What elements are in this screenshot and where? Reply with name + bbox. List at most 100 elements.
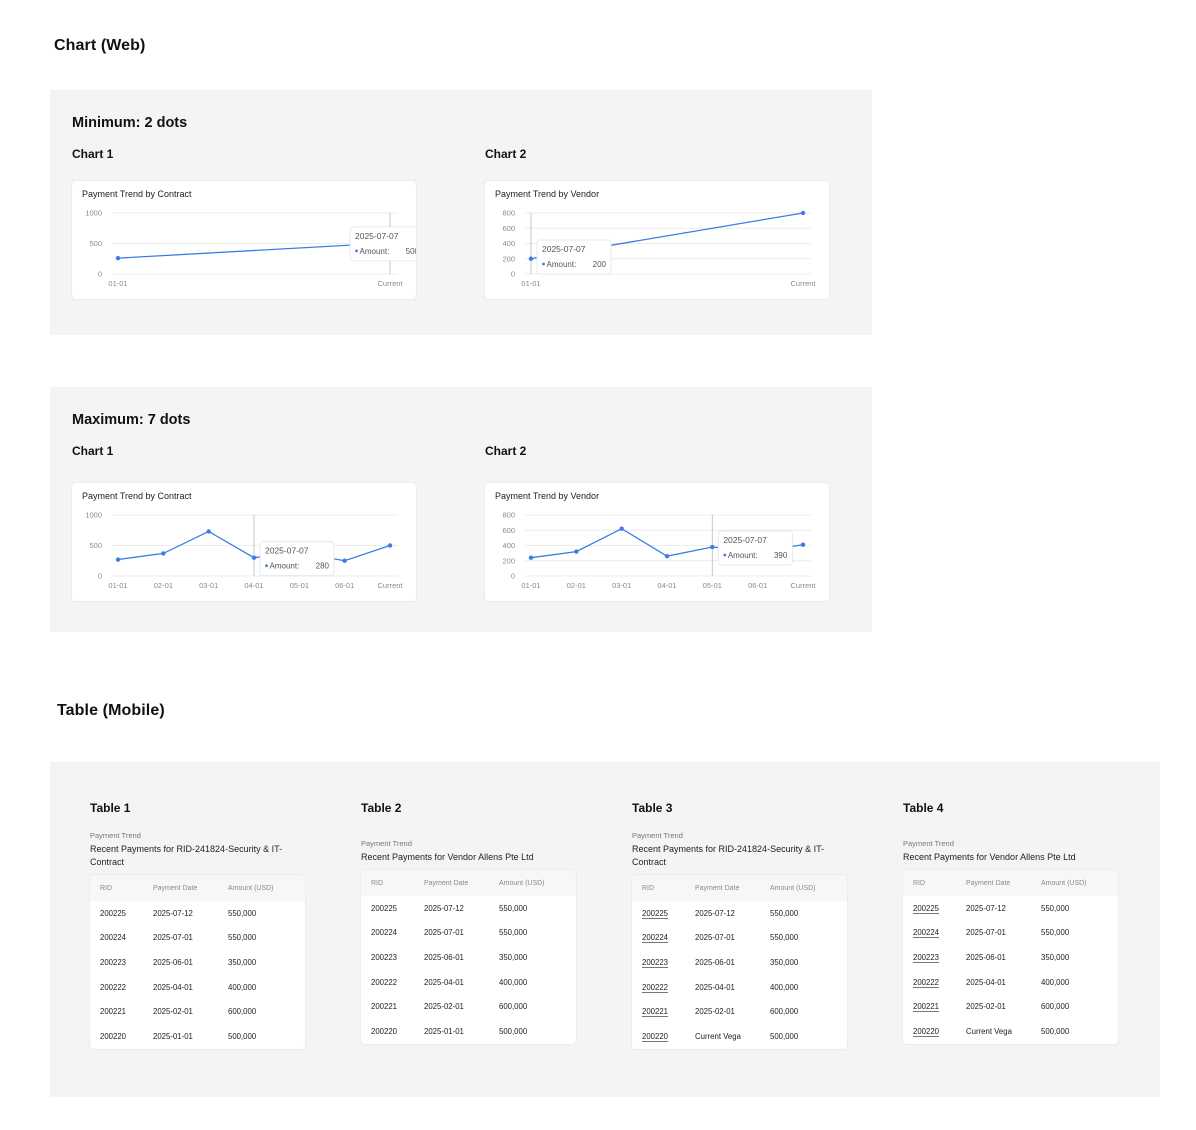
payment-date-cell: 2025-01-01 xyxy=(424,1026,464,1036)
table-row: 200223 2025-06-01 350,000 xyxy=(632,950,847,975)
min-dots-panel: Minimum: 2 dots Chart 1 Chart 2 Payment … xyxy=(50,90,872,335)
x-tick-label: Current xyxy=(377,581,403,590)
rid-link[interactable]: 200224 xyxy=(632,933,695,942)
column-header: Payment Date xyxy=(424,879,469,887)
rid-text: 200222 xyxy=(100,982,127,992)
table-header-row: RID Payment Date Amount (USD) xyxy=(903,870,1118,896)
amount-cell: 400,000 xyxy=(770,982,799,992)
x-tick-label: Current xyxy=(790,581,816,590)
panel-heading: Maximum: 7 dots xyxy=(72,412,191,428)
rid-text[interactable]: 200221 xyxy=(642,1007,669,1017)
rid-link[interactable]: 200222 xyxy=(632,983,695,992)
payment-date-cell: 2025-06-01 xyxy=(424,952,464,962)
rid-link[interactable]: 200225 xyxy=(632,909,695,918)
rid-link[interactable]: 200222 xyxy=(903,978,966,987)
x-tick-label: 04-01 xyxy=(244,581,263,590)
amount-cell: 350,000 xyxy=(499,952,528,962)
max-dots-panel: Maximum: 7 dots Chart 1 Chart 2 Payment … xyxy=(50,387,872,632)
table-label: Table 4 xyxy=(903,801,944,815)
rid-text[interactable]: 200225 xyxy=(642,908,669,918)
line-chart: Payment Trend by Vendor 0 200 400 600 800 01-0… xyxy=(495,491,816,590)
y-tick-label: 800 xyxy=(502,511,515,520)
rid-text[interactable]: 200220 xyxy=(642,1031,669,1041)
amount-cell: 550,000 xyxy=(1041,903,1070,913)
rid-text: 200221 xyxy=(100,1007,127,1017)
rid-link[interactable]: 200221 xyxy=(632,1007,695,1016)
tooltip-dot xyxy=(723,553,727,557)
payments-table: RID Payment Date Amount (USD) 200225 2025-07… xyxy=(90,875,305,1049)
table-row: 200220 2025-01-01 500,000 xyxy=(361,1019,576,1044)
rid-text[interactable]: 200223 xyxy=(642,957,669,967)
rid-link[interactable]: 200225 xyxy=(903,904,966,913)
amount-cell: 400,000 xyxy=(1041,977,1070,987)
chart-label: Chart 1 xyxy=(72,147,114,161)
rid-text: 200220 xyxy=(100,1031,127,1041)
payment-date-cell: 2025-06-01 xyxy=(695,957,735,967)
chart-title: Payment Trend by Contract xyxy=(82,491,192,501)
table-row: 200225 2025-07-12 550,000 xyxy=(361,896,576,921)
table-section-title: Table (Mobile) xyxy=(57,702,165,719)
amount-cell: 550,000 xyxy=(770,908,799,918)
rid-text[interactable]: 200223 xyxy=(913,952,940,962)
data-point xyxy=(251,555,257,560)
rid-link[interactable]: 200220 xyxy=(903,1027,966,1036)
y-tick-label: 500 xyxy=(89,541,102,550)
rid-text[interactable]: 200224 xyxy=(642,933,669,943)
payment-date-cell: 2025-02-01 xyxy=(966,1002,1006,1012)
x-tick-label: 03-01 xyxy=(199,581,218,590)
chart-label: Chart 2 xyxy=(485,147,527,161)
rid-cell: 200220 xyxy=(90,1032,153,1041)
payment-date-cell: 2025-07-12 xyxy=(153,908,193,918)
table-row: 200224 2025-07-01 550,000 xyxy=(361,921,576,946)
amount-cell: 400,000 xyxy=(228,982,257,992)
tooltip-label: Amount: xyxy=(270,562,300,571)
amount-cell: 600,000 xyxy=(1041,1002,1070,1012)
payments-table: RID Payment Date Amount (USD) 200225 2025-07… xyxy=(361,870,576,1044)
rid-text[interactable]: 200220 xyxy=(913,1026,940,1036)
x-tick-label: 01-01 xyxy=(521,581,540,590)
chart-title: Payment Trend by Contract xyxy=(82,189,192,199)
column-header: Payment Date xyxy=(695,884,740,892)
tooltip-value: 500 xyxy=(406,247,416,256)
data-point xyxy=(342,558,347,563)
rid-link[interactable]: 200223 xyxy=(632,958,695,967)
amount-cell: 500,000 xyxy=(499,1026,528,1036)
tooltip-value: 200 xyxy=(593,260,607,269)
tooltip-box xyxy=(259,541,335,577)
x-tick-label: Current xyxy=(790,279,816,288)
rid-text[interactable]: 200222 xyxy=(913,977,940,987)
payment-date-cell: 2025-04-01 xyxy=(695,982,735,992)
table-block: Table 4 Payment Trend Recent Payments for … xyxy=(903,801,1118,1044)
amount-cell: 550,000 xyxy=(499,903,528,913)
chart-label: Chart 2 xyxy=(485,444,527,458)
rid-text[interactable]: 200221 xyxy=(913,1002,940,1012)
rid-link[interactable]: 200220 xyxy=(632,1032,695,1041)
amount-cell: 550,000 xyxy=(228,908,257,918)
amount-cell: 550,000 xyxy=(228,933,257,943)
tooltip: 2025-07-07 Amount: 500 xyxy=(349,226,416,262)
rid-text[interactable]: 200222 xyxy=(642,982,669,992)
y-tick-label: 400 xyxy=(502,541,515,550)
y-tick-label: 0 xyxy=(98,572,102,581)
amount-cell: 550,000 xyxy=(499,928,528,938)
table-header-row: RID Payment Date Amount (USD) xyxy=(90,875,305,901)
rid-link[interactable]: 200224 xyxy=(903,928,966,937)
table-row: 200220 Current Vega 500,000 xyxy=(632,1024,847,1049)
table-block: Table 2 Payment Trend Recent Payments for … xyxy=(361,801,576,1044)
amount-cell: 500,000 xyxy=(770,1031,799,1041)
tooltip-label: Amount: xyxy=(728,551,758,560)
rid-text[interactable]: 200225 xyxy=(913,903,940,913)
column-header: Amount (USD) xyxy=(228,884,274,892)
rid-link[interactable]: 200223 xyxy=(903,953,966,962)
table-row: 200221 2025-02-01 600,000 xyxy=(632,999,847,1024)
x-tick-label: 02-01 xyxy=(154,581,173,590)
rid-text[interactable]: 200224 xyxy=(913,928,940,938)
table-row: 200225 2025-07-12 550,000 xyxy=(90,901,305,926)
payment-date-cell: 2025-07-01 xyxy=(966,928,1006,938)
rid-link[interactable]: 200221 xyxy=(903,1002,966,1011)
rid-text: 200221 xyxy=(371,1002,398,1012)
payment-date-cell: 2025-04-01 xyxy=(424,977,464,987)
panel-heading: Minimum: 2 dots xyxy=(72,115,188,131)
rid-text: 200224 xyxy=(100,933,127,943)
rid-text: 200223 xyxy=(100,957,127,967)
